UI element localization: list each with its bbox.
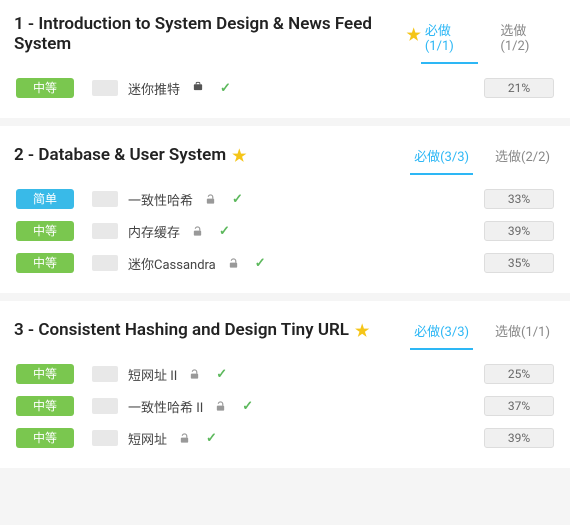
rows: 中等短网址 II✓25%中等一致性哈希 II✓37%中等短网址✓39% bbox=[0, 350, 570, 468]
difficulty-badge: 中等 bbox=[16, 253, 74, 273]
lock-icon bbox=[192, 226, 203, 237]
star-icon: ★ bbox=[355, 321, 369, 340]
tab-optional[interactable]: 选做(1/2) bbox=[496, 14, 554, 64]
check-icon: ✓ bbox=[242, 399, 253, 414]
section: 3 - Consistent Hashing and Design Tiny U… bbox=[0, 301, 570, 468]
acceptance-rate: 35% bbox=[484, 253, 554, 273]
company-logo bbox=[92, 80, 118, 96]
acceptance-rate: 33% bbox=[484, 189, 554, 209]
briefcase-icon bbox=[192, 81, 204, 95]
acceptance-rate: 39% bbox=[484, 221, 554, 241]
section-header: 1 - Introduction to System Design & News… bbox=[0, 0, 570, 64]
tab-required[interactable]: 必做(3/3) bbox=[410, 315, 473, 350]
tabs: 必做(3/3) 选做(2/2) bbox=[410, 140, 554, 175]
tab-optional[interactable]: 选做(1/1) bbox=[491, 315, 554, 350]
section-title-text: 3 - Consistent Hashing and Design Tiny U… bbox=[14, 320, 349, 340]
lock-icon bbox=[228, 258, 239, 269]
section-header: 2 - Database & User System ★ 必做(3/3) 选做(2/2… bbox=[0, 126, 570, 175]
problem-title[interactable]: 一致性哈希 bbox=[128, 190, 193, 209]
difficulty-badge: 中等 bbox=[16, 428, 74, 448]
tabs: 必做(3/3) 选做(1/1) bbox=[410, 315, 554, 350]
check-icon: ✓ bbox=[232, 192, 243, 207]
company-logo bbox=[92, 398, 118, 414]
check-icon: ✓ bbox=[216, 367, 227, 382]
tab-required[interactable]: 必做(1/1) bbox=[421, 14, 479, 64]
problem-row[interactable]: 中等 迷你Cassandra ✓ 35% bbox=[12, 247, 558, 279]
problem-row[interactable]: 中等 短网址 II ✓ 25% bbox=[12, 358, 558, 390]
lock-icon bbox=[189, 369, 200, 380]
lock-icon bbox=[215, 401, 226, 412]
section-header: 3 - Consistent Hashing and Design Tiny U… bbox=[0, 301, 570, 350]
star-icon: ★ bbox=[407, 25, 421, 44]
lock-icon bbox=[205, 194, 216, 205]
check-icon: ✓ bbox=[219, 224, 230, 239]
problem-row[interactable]: 简单 一致性哈希 ✓ 33% bbox=[12, 183, 558, 215]
section-title: 3 - Consistent Hashing and Design Tiny U… bbox=[14, 320, 369, 350]
problem-title[interactable]: 一致性哈希 II bbox=[128, 397, 203, 416]
rows: 中等 迷你推特 ✓ 21% bbox=[0, 64, 570, 118]
problem-row[interactable]: 中等 内存缓存 ✓ 39% bbox=[12, 215, 558, 247]
section: 1 - Introduction to System Design & News… bbox=[0, 0, 570, 118]
problem-row[interactable]: 中等 迷你推特 ✓ 21% bbox=[12, 72, 558, 104]
tab-optional[interactable]: 选做(2/2) bbox=[491, 140, 554, 175]
problem-title[interactable]: 短网址 II bbox=[128, 365, 177, 384]
acceptance-rate: 21% bbox=[484, 78, 554, 98]
problem-title[interactable]: 迷你Cassandra bbox=[128, 254, 216, 273]
section-title-text: 1 - Introduction to System Design & News… bbox=[14, 14, 401, 54]
rows: 简单一致性哈希✓33%中等内存缓存✓39%中等迷你Cassandra✓35% bbox=[0, 175, 570, 293]
acceptance-rate: 39% bbox=[484, 428, 554, 448]
acceptance-rate: 37% bbox=[484, 396, 554, 416]
company-logo bbox=[92, 191, 118, 207]
difficulty-badge: 中等 bbox=[16, 78, 74, 98]
acceptance-rate: 25% bbox=[484, 364, 554, 384]
company-logo bbox=[92, 366, 118, 382]
difficulty-badge: 中等 bbox=[16, 221, 74, 241]
difficulty-badge: 中等 bbox=[16, 396, 74, 416]
problem-row[interactable]: 中等 一致性哈希 II ✓ 37% bbox=[12, 390, 558, 422]
company-logo bbox=[92, 255, 118, 271]
check-icon: ✓ bbox=[255, 256, 266, 271]
star-icon: ★ bbox=[232, 146, 246, 165]
company-logo bbox=[92, 430, 118, 446]
problem-title[interactable]: 内存缓存 bbox=[128, 222, 180, 241]
problem-title[interactable]: 迷你推特 bbox=[128, 79, 180, 98]
check-icon: ✓ bbox=[206, 431, 217, 446]
section-title: 1 - Introduction to System Design & News… bbox=[14, 14, 421, 64]
lock-icon bbox=[179, 433, 190, 444]
company-logo bbox=[92, 223, 118, 239]
problem-title[interactable]: 短网址 bbox=[128, 429, 167, 448]
problem-row[interactable]: 中等 短网址 ✓ 39% bbox=[12, 422, 558, 454]
section-title: 2 - Database & User System ★ bbox=[14, 145, 246, 175]
section-title-text: 2 - Database & User System bbox=[14, 145, 226, 165]
check-icon: ✓ bbox=[220, 81, 231, 96]
tab-required[interactable]: 必做(3/3) bbox=[410, 140, 473, 175]
difficulty-badge: 简单 bbox=[16, 189, 74, 209]
tabs: 必做(1/1) 选做(1/2) bbox=[421, 14, 554, 64]
section: 2 - Database & User System ★ 必做(3/3) 选做(2/2… bbox=[0, 126, 570, 293]
difficulty-badge: 中等 bbox=[16, 364, 74, 384]
